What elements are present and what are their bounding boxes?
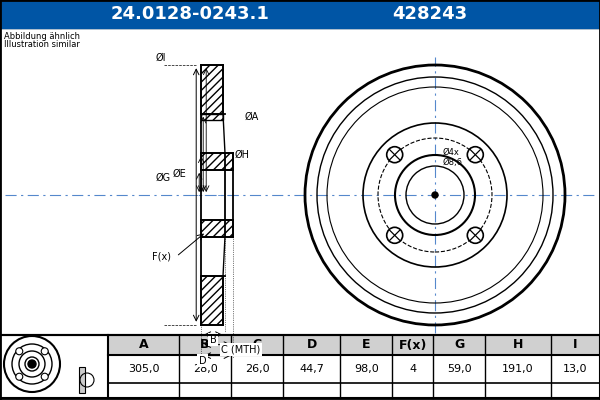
Text: Ø4x: Ø4x: [443, 148, 460, 156]
Text: Abbildung ähnlich: Abbildung ähnlich: [4, 32, 80, 41]
Bar: [108, 355, 600, 383]
Polygon shape: [201, 220, 233, 237]
Text: ØA: ØA: [245, 112, 259, 122]
Polygon shape: [201, 114, 223, 120]
Text: 26,0: 26,0: [245, 364, 269, 374]
Text: 191,0: 191,0: [502, 364, 534, 374]
Bar: [0, 335, 600, 398]
Text: I: I: [573, 338, 578, 352]
Polygon shape: [201, 276, 223, 325]
Polygon shape: [201, 153, 233, 170]
Text: 4: 4: [409, 364, 416, 374]
Circle shape: [386, 227, 403, 243]
Text: 428243: 428243: [392, 5, 467, 23]
Text: A: A: [139, 338, 148, 352]
Bar: [0, 30, 600, 335]
Polygon shape: [201, 65, 223, 114]
Text: ØI: ØI: [156, 52, 166, 62]
Circle shape: [432, 192, 438, 198]
Text: D: D: [199, 356, 206, 366]
Text: ØH: ØH: [235, 150, 250, 160]
Text: H: H: [513, 338, 523, 352]
Circle shape: [467, 147, 484, 163]
Text: B: B: [210, 335, 217, 345]
Text: 305,0: 305,0: [128, 364, 159, 374]
Text: 24.0128-0243.1: 24.0128-0243.1: [110, 5, 269, 23]
Bar: [0, 0, 600, 28]
Bar: [79, 367, 85, 393]
Text: C: C: [253, 338, 262, 352]
Bar: [0, 335, 600, 398]
Text: F(x): F(x): [398, 338, 427, 352]
Text: 28,0: 28,0: [193, 364, 217, 374]
Circle shape: [467, 227, 484, 243]
Circle shape: [28, 360, 36, 368]
Circle shape: [16, 348, 23, 355]
Text: E: E: [362, 338, 371, 352]
Text: B: B: [200, 338, 210, 352]
Text: 98,0: 98,0: [354, 364, 379, 374]
Text: C (MTH): C (MTH): [221, 345, 260, 355]
Text: F(x): F(x): [152, 252, 171, 262]
Circle shape: [41, 373, 48, 380]
Text: 44,7: 44,7: [299, 364, 324, 374]
Text: ØE: ØE: [172, 169, 186, 179]
Text: ØG: ØG: [155, 172, 171, 182]
Text: G: G: [454, 338, 464, 352]
Text: 13,0: 13,0: [563, 364, 587, 374]
Bar: [108, 335, 600, 355]
Text: Illustration similar: Illustration similar: [4, 40, 80, 49]
Text: Ø8,6: Ø8,6: [443, 158, 463, 166]
Circle shape: [16, 373, 23, 380]
Circle shape: [41, 348, 48, 355]
Text: D: D: [307, 338, 317, 352]
Text: 59,0: 59,0: [447, 364, 472, 374]
Circle shape: [386, 147, 403, 163]
